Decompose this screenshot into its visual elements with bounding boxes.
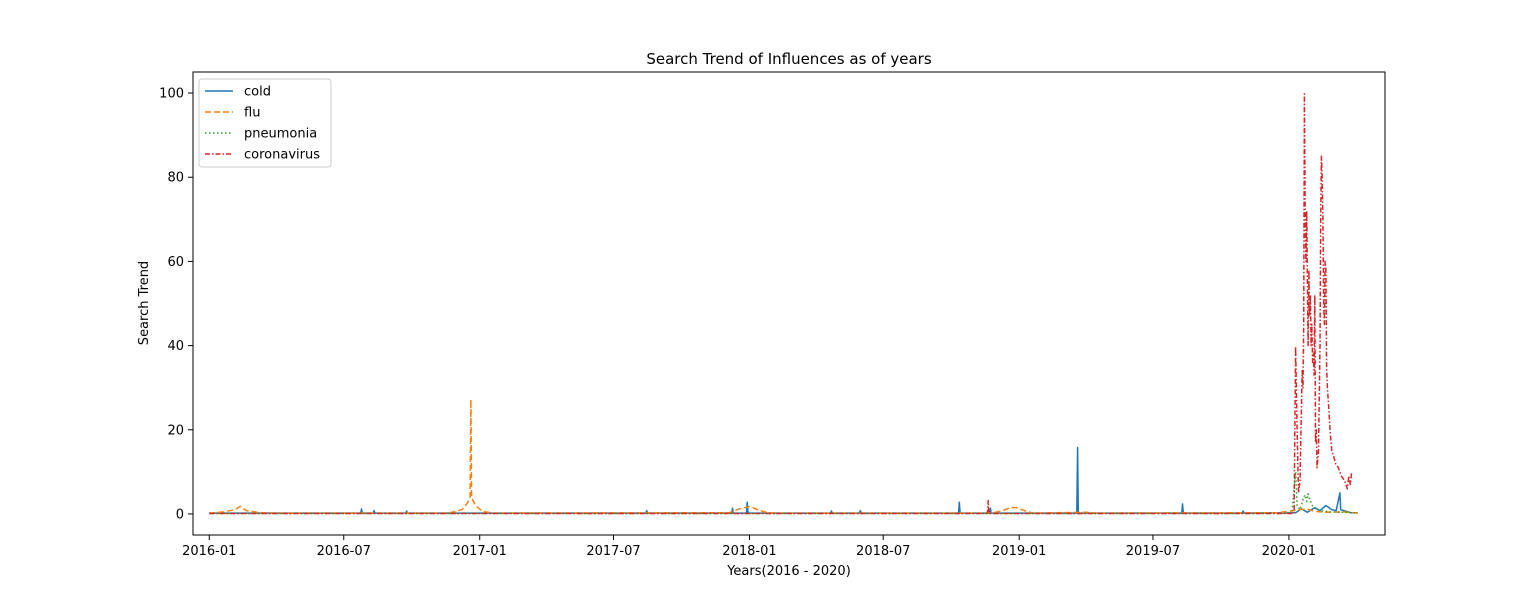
legend-frame [198, 78, 332, 168]
series-line-coronavirus [209, 93, 1353, 515]
x-axis-label: Years(2016 - 2020) [726, 564, 851, 579]
series-layer [209, 93, 1358, 515]
x-tick-label: 2017-01 [453, 544, 507, 559]
y-tick-label: 80 [167, 171, 184, 186]
x-tick-label: 2016-01 [182, 544, 236, 559]
series-line-flu [209, 398, 1358, 514]
legend-label-cold: cold [244, 85, 271, 100]
x-tick-label: 2020-01 [1262, 544, 1316, 559]
y-tick-label: 20 [167, 423, 184, 438]
legend-label-pneumonia: pneumonia [244, 127, 317, 142]
y-tick-label: 0 [176, 507, 184, 522]
x-axis: 2016-01 2016-07 2017-01 2017-07 2018-01 2018-… [182, 535, 1316, 559]
y-axis-label: Search Trend [137, 261, 152, 345]
x-tick-label: 2018-01 [722, 544, 776, 559]
y-tick-label: 40 [167, 339, 184, 354]
y-axis: 0 20 40 60 80 100 [159, 87, 193, 522]
x-tick-label: 2018-07 [856, 544, 910, 559]
legend: cold flu pneumonia coronavirus [198, 78, 332, 168]
series-line-pneumonia [209, 471, 1358, 515]
plot-area [192, 71, 1386, 536]
x-tick-label: 2016-07 [317, 544, 371, 559]
legend-label-coronavirus: coronavirus [244, 148, 320, 163]
x-tick-label: 2017-07 [586, 544, 640, 559]
x-tick-label: 2019-01 [992, 544, 1046, 559]
chart-title: Search Trend of Influences as of years [646, 50, 931, 68]
y-tick-label: 100 [159, 87, 184, 102]
y-tick-label: 60 [167, 255, 184, 270]
x-tick-label: 2019-07 [1126, 544, 1180, 559]
legend-label-flu: flu [244, 106, 260, 121]
plot-frame [192, 71, 1386, 536]
